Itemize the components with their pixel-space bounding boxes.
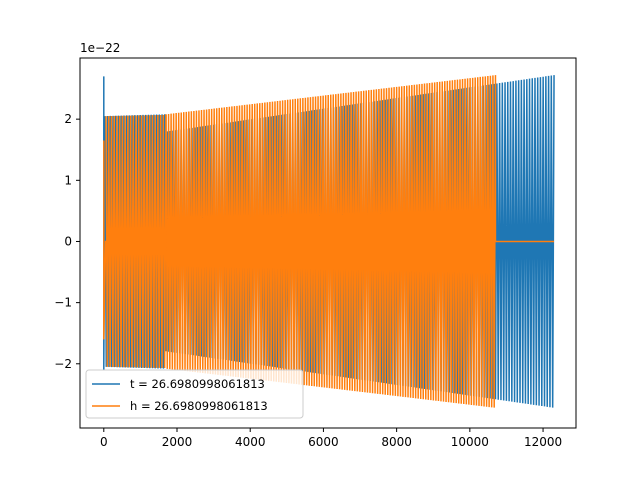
y-axis: −2 −1 0 1 2 — [54, 112, 80, 371]
x-tick-label: 6000 — [308, 435, 339, 449]
x-tick-label: 10000 — [451, 435, 489, 449]
x-tick-label: 2000 — [162, 435, 193, 449]
series-line-h — [103, 75, 555, 408]
y-tick-label: −2 — [54, 357, 72, 371]
y-tick-label: −1 — [54, 296, 72, 310]
y-tick-label: 1 — [64, 173, 72, 187]
x-tick-label: 8000 — [381, 435, 412, 449]
series-layer — [103, 75, 555, 408]
y-scale-label: 1e−22 — [80, 41, 120, 55]
y-tick-label: 2 — [64, 112, 72, 126]
x-tick-label: 0 — [100, 435, 108, 449]
legend: t = 26.6980998061813 h = 26.698099806181… — [85, 369, 304, 419]
legend-label-h: h = 26.6980998061813 — [130, 399, 268, 413]
x-tick-label: 4000 — [235, 435, 266, 449]
x-tick-label: 12000 — [524, 435, 562, 449]
series-line-h-early — [105, 114, 167, 369]
x-axis: 0 2000 4000 6000 8000 10000 12000 — [100, 428, 562, 449]
plot-frame — [79, 57, 577, 429]
legend-box — [85, 369, 304, 419]
y-tick-label: 0 — [64, 234, 72, 248]
legend-label-t: t = 26.6980998061813 — [130, 377, 265, 391]
